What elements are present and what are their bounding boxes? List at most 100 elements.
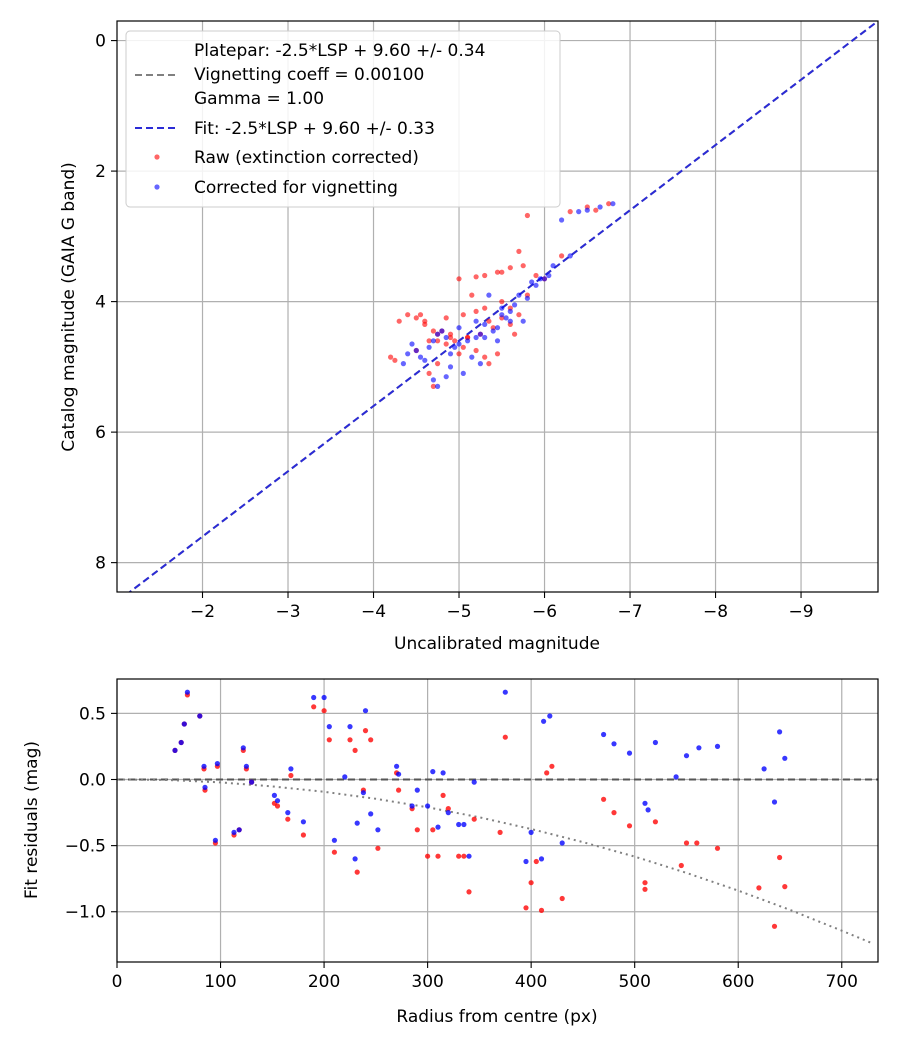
data-point bbox=[435, 338, 441, 344]
y-tick-label: 0.0 bbox=[79, 771, 106, 791]
data-point bbox=[494, 269, 501, 275]
data-point bbox=[473, 318, 479, 324]
data-point bbox=[212, 837, 218, 843]
data-point bbox=[425, 853, 431, 859]
data-point bbox=[435, 361, 441, 367]
reference-lines bbox=[117, 778, 878, 945]
data-point bbox=[497, 829, 503, 836]
data-point bbox=[771, 799, 778, 805]
data-point bbox=[300, 832, 306, 838]
data-point bbox=[601, 731, 607, 738]
data-point bbox=[352, 856, 358, 862]
x-tick-label: −4 bbox=[361, 602, 386, 622]
data-point bbox=[524, 212, 531, 219]
data-point bbox=[714, 743, 721, 750]
legend-box bbox=[125, 30, 561, 208]
data-point bbox=[597, 204, 603, 210]
data-point bbox=[426, 370, 432, 376]
y-axis-label: Fit residuals (mag) bbox=[22, 741, 42, 899]
data-point bbox=[460, 312, 466, 318]
series-group bbox=[400, 201, 616, 389]
data-point bbox=[430, 769, 436, 775]
data-point bbox=[499, 312, 505, 318]
data-point bbox=[375, 845, 381, 851]
data-point bbox=[507, 308, 513, 314]
data-point bbox=[274, 803, 281, 809]
data-point bbox=[584, 207, 590, 213]
data-point bbox=[502, 689, 508, 695]
y-axis-label: Catalog magnitude (GAIA G band) bbox=[59, 162, 79, 452]
data-point bbox=[503, 315, 509, 321]
data-point bbox=[394, 763, 400, 769]
y-axis-ticks: 0.5 0.0 −0.5 −1.0 bbox=[65, 704, 117, 923]
y-tick-label: 0.5 bbox=[79, 704, 106, 724]
data-point bbox=[559, 217, 565, 223]
data-point bbox=[321, 694, 327, 701]
data-point bbox=[354, 869, 360, 875]
x-tick-label: −5 bbox=[446, 602, 471, 622]
data-point bbox=[409, 341, 415, 347]
data-point bbox=[576, 209, 582, 215]
data-point bbox=[422, 357, 428, 363]
data-point bbox=[447, 351, 454, 357]
data-point bbox=[550, 263, 556, 269]
data-point bbox=[331, 837, 337, 843]
data-point bbox=[486, 292, 492, 298]
data-point bbox=[172, 747, 178, 754]
data-point bbox=[533, 858, 539, 865]
plot-frame bbox=[116, 678, 879, 963]
data-point bbox=[507, 265, 513, 271]
x-axis-ticks: 0 100 200 300 400 500 600 700 bbox=[112, 962, 858, 992]
data-point bbox=[443, 374, 449, 380]
data-point bbox=[311, 694, 317, 701]
data-point bbox=[430, 383, 436, 389]
data-point bbox=[456, 853, 462, 859]
legend-label-fit: Fit: -2.5*LSP + 9.60 +/- 0.33 bbox=[194, 119, 435, 139]
data-point bbox=[466, 889, 472, 895]
data-point bbox=[368, 737, 374, 743]
data-point bbox=[271, 792, 277, 799]
data-point bbox=[362, 708, 369, 714]
x-tick-label: 200 bbox=[308, 972, 340, 992]
grid-lines bbox=[116, 679, 878, 962]
data-point bbox=[782, 884, 788, 890]
legend-label-corrected: Corrected for vignetting bbox=[194, 178, 398, 198]
series-group bbox=[388, 201, 612, 389]
data-point bbox=[529, 279, 535, 285]
data-point bbox=[326, 737, 332, 743]
data-point bbox=[460, 370, 466, 376]
data-point bbox=[249, 779, 255, 785]
data-point bbox=[507, 318, 513, 324]
data-point bbox=[593, 207, 599, 213]
x-tick-label: −3 bbox=[275, 602, 300, 622]
data-point bbox=[447, 331, 454, 337]
data-point bbox=[240, 745, 246, 751]
data-point bbox=[642, 880, 648, 886]
data-point bbox=[494, 325, 501, 331]
x-tick-label: −8 bbox=[703, 602, 728, 622]
data-point bbox=[473, 308, 479, 314]
legend-label-gamma: Gamma = 1.00 bbox=[194, 89, 324, 109]
data-point bbox=[461, 821, 467, 828]
data-point bbox=[673, 774, 679, 780]
data-point bbox=[642, 800, 648, 806]
data-point bbox=[516, 248, 522, 254]
data-point bbox=[456, 325, 462, 331]
data-point bbox=[694, 840, 700, 846]
data-point bbox=[465, 338, 471, 344]
data-point bbox=[683, 840, 690, 846]
data-point bbox=[445, 806, 451, 812]
data-point bbox=[456, 341, 462, 347]
x-tick-label: 100 bbox=[204, 972, 236, 992]
data-point bbox=[443, 315, 449, 321]
series-line bbox=[117, 778, 874, 945]
y-tick-label: −1.0 bbox=[65, 903, 106, 923]
data-point bbox=[516, 312, 522, 318]
data-point bbox=[547, 713, 553, 719]
data-point bbox=[178, 739, 184, 746]
data-point bbox=[471, 816, 477, 822]
residuals-plot: 0 100 200 300 400 500 600 700 0.5 0.0 −0.5 −1.0 Ra… bbox=[22, 678, 879, 1027]
data-point bbox=[477, 361, 483, 367]
data-point bbox=[321, 708, 327, 714]
